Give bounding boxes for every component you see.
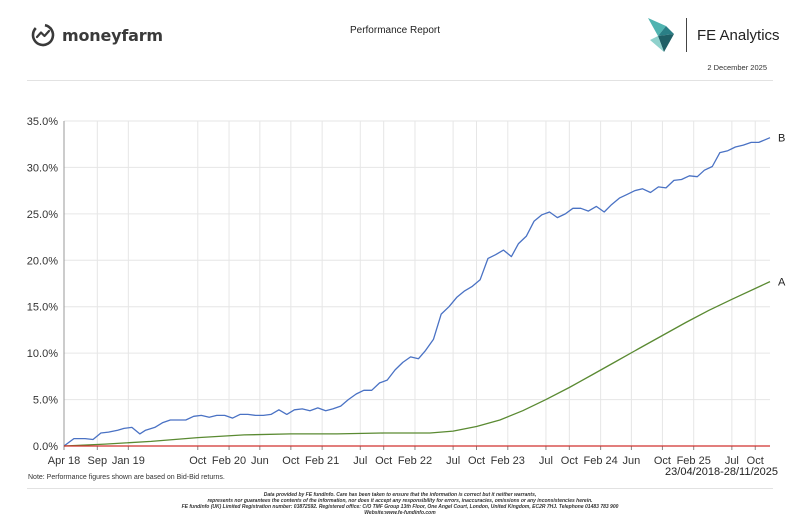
fe-analytics-wordmark: FE Analytics — [697, 26, 780, 44]
x-tick-label: Apr 18 — [48, 455, 80, 467]
disclaimer-line-1: Data provided by FE fundinfo. Care has b… — [263, 492, 537, 498]
x-tick-label: Jan 19 — [112, 455, 145, 467]
x-tick-label: Jun — [251, 455, 269, 467]
x-tick-label: Feb 22 — [398, 455, 432, 467]
x-tick-label: Oct — [561, 455, 578, 467]
y-tick-label: 35.0% — [27, 116, 58, 128]
logo-separator — [686, 18, 687, 52]
disclaimer-line-3: FE fundinfo (UK) Limited Registration nu… — [181, 504, 619, 510]
x-tick-label: Oct — [189, 455, 206, 467]
header-divider — [27, 80, 773, 81]
x-tick-label: Feb 23 — [491, 455, 525, 467]
x-tick-label: Jul — [539, 455, 553, 467]
y-tick-label: 30.0% — [27, 162, 58, 174]
moneyfarm-logo-icon — [31, 23, 55, 47]
y-tick-label: 0.0% — [33, 441, 58, 453]
fe-analytics-logo: FE Analytics — [646, 16, 780, 54]
date-range-label: 23/04/2018-28/11/2025 — [665, 466, 778, 475]
disclaimer-line-2: represents nor guarantees the contents o… — [207, 498, 593, 504]
y-tick-label: 15.0% — [27, 302, 58, 314]
page-title: Performance Report — [349, 25, 441, 36]
series-end-label: B — [778, 133, 785, 145]
report-header: moneyfarm Performance Report FE Analytic… — [0, 0, 800, 82]
y-tick-label: 20.0% — [27, 255, 58, 267]
report-date: 2 December 2025 — [707, 63, 767, 72]
x-tick-label: Oct — [468, 455, 485, 467]
performance-line-chart: 0.0% 5.0% 10.0% 15.0% 20.0% 25.0% 30.0% 35.0% Ap… — [27, 116, 786, 475]
y-tick-label: 10.0% — [27, 348, 58, 360]
series-line-b — [63, 137, 771, 447]
returns-note: Note: Performance figures shown are base… — [28, 474, 225, 481]
x-tick-label: Feb 20 — [212, 455, 246, 467]
x-tick-label: Oct — [375, 455, 392, 467]
y-tick-label: 5.0% — [33, 395, 58, 407]
y-tick-label: 25.0% — [27, 209, 58, 221]
x-tick-label: Feb 24 — [583, 455, 617, 467]
x-tick-label: Sep — [88, 455, 108, 467]
x-tick-label: Oct — [282, 455, 299, 467]
series-end-label: A — [778, 277, 786, 289]
x-tick-label: Oct — [747, 455, 764, 467]
moneyfarm-logo: moneyfarm — [30, 22, 163, 48]
disclaimer-footer: Data provided by FE fundinfo. Care has b… — [0, 492, 800, 516]
moneyfarm-wordmark: moneyfarm — [62, 25, 163, 45]
x-tick-label: Feb 25 — [677, 455, 711, 467]
x-tick-label: Jul — [446, 455, 460, 467]
disclaimer-line-4: Website:www.fe-fundinfo.com — [364, 510, 436, 516]
x-tick-label: Jun — [623, 455, 641, 467]
series-line-a — [63, 281, 771, 447]
x-tick-label: Oct — [654, 455, 671, 467]
footer-divider — [27, 488, 773, 489]
fe-analytics-logo-icon — [648, 18, 674, 52]
x-tick-label: Feb 21 — [305, 455, 339, 467]
x-tick-label: Jul — [725, 455, 739, 467]
x-tick-label: Jul — [353, 455, 367, 467]
